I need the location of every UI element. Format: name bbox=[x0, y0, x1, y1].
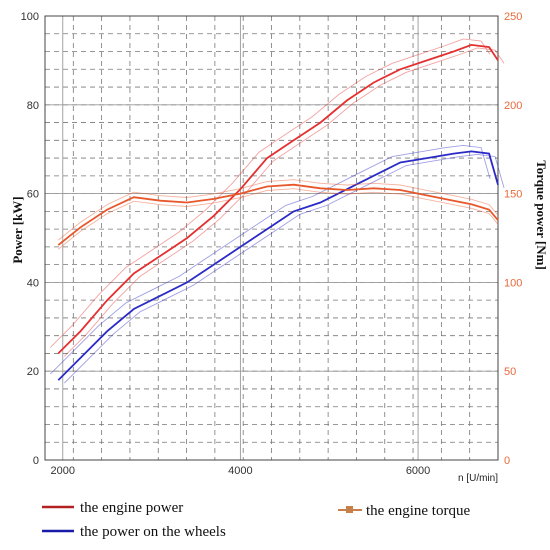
series-run-line bbox=[63, 47, 505, 357]
series-line bbox=[57, 43, 499, 355]
left-tick-label: 60 bbox=[27, 189, 39, 201]
x-tick-label: 2000 bbox=[51, 465, 75, 477]
legend-label-engine-power: the engine power bbox=[80, 500, 183, 516]
right-tick-label: 150 bbox=[504, 189, 522, 201]
right-tick-label: 100 bbox=[504, 277, 522, 289]
x-axis-ticks: 2000 4000 6000 bbox=[51, 465, 431, 477]
plot-border bbox=[44, 15, 499, 461]
left-tick-label: 100 bbox=[21, 11, 39, 23]
right-axis-ticks: 0 50 100 150 200 250 bbox=[504, 11, 522, 467]
left-tick-label: 80 bbox=[27, 100, 39, 112]
legend-label-power-wheels: the power on the wheels bbox=[80, 524, 226, 540]
right-tick-label: 0 bbox=[504, 455, 510, 467]
right-tick-label: 250 bbox=[504, 11, 522, 23]
series-run-line bbox=[49, 144, 491, 375]
right-tick-label: 200 bbox=[504, 100, 522, 112]
series-run-line bbox=[58, 179, 499, 241]
grid bbox=[45, 15, 498, 461]
x-tick-label: 6000 bbox=[406, 465, 430, 477]
left-axis-ticks: 0 20 40 60 80 100 bbox=[21, 11, 39, 467]
legend-label-engine-torque: the engine torque bbox=[366, 503, 470, 519]
left-axis-label: Power [kW] bbox=[10, 196, 25, 263]
x-tick-label: 4000 bbox=[228, 465, 252, 477]
legend-marker-engine-torque bbox=[346, 506, 353, 513]
left-tick-label: 20 bbox=[27, 366, 39, 378]
series-run-line bbox=[58, 188, 499, 250]
plot-frame bbox=[44, 15, 499, 461]
series-run-line bbox=[63, 153, 505, 384]
right-tick-label: 50 bbox=[504, 366, 516, 378]
series-line bbox=[57, 183, 499, 246]
left-tick-label: 0 bbox=[33, 455, 39, 467]
legend: the engine power the power on the wheels… bbox=[42, 500, 470, 540]
right-axis-label: Torque power [Nm] bbox=[534, 160, 549, 270]
left-tick-label: 40 bbox=[27, 277, 39, 289]
series-layer bbox=[49, 38, 505, 384]
series-line bbox=[57, 150, 499, 381]
x-axis-label: n [U/min] bbox=[458, 473, 498, 484]
series-run-line bbox=[49, 38, 491, 348]
